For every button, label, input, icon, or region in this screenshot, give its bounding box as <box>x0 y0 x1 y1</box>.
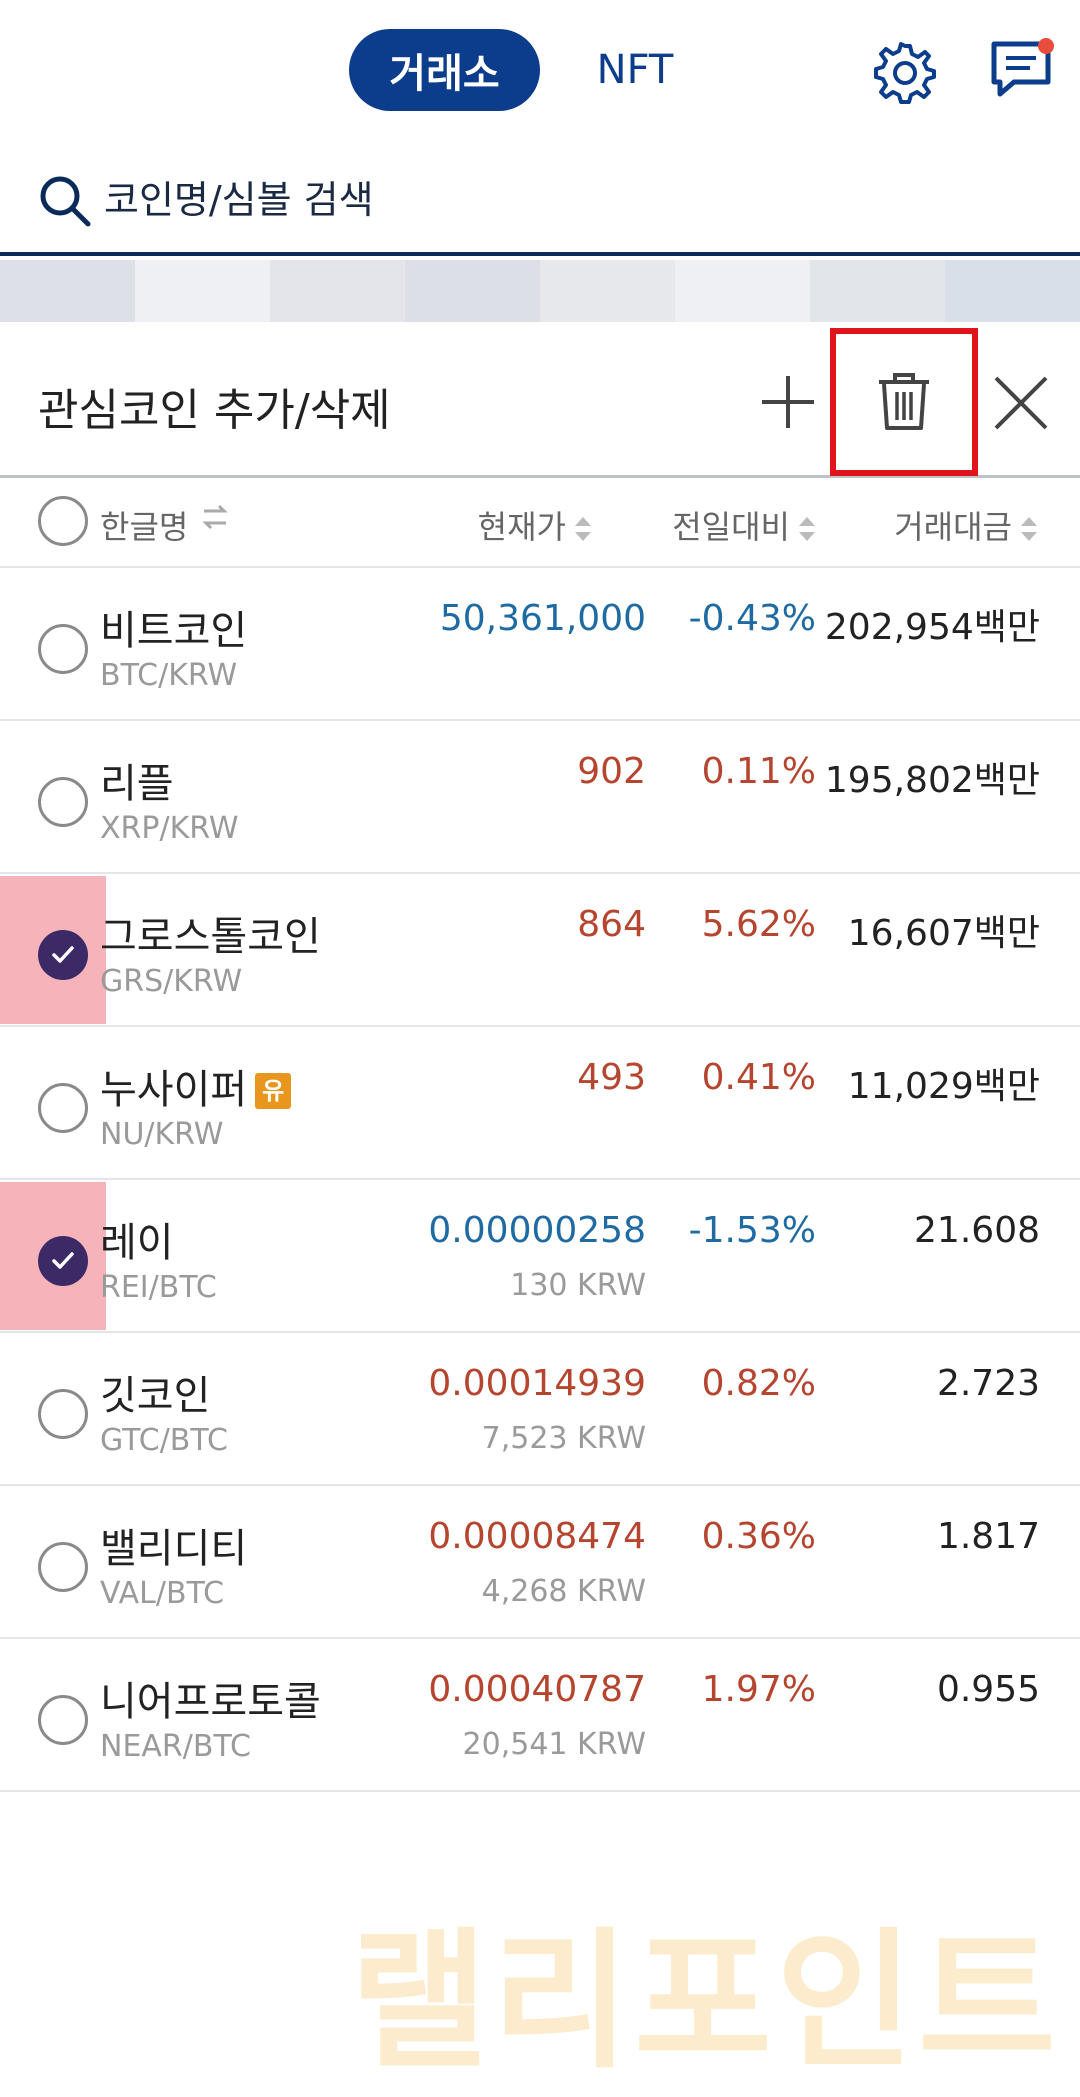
swap-icon[interactable] <box>200 502 230 532</box>
coin-name: 니어프로토콜 <box>100 1679 321 1725</box>
watermark-logo: 랠리포인트 <box>350 1915 1061 2089</box>
coin-row[interactable]: 누사이퍼 유 NU/KRW 493 0.41% 11,029백만 <box>0 1027 1080 1180</box>
column-name[interactable]: 한글명 <box>100 508 189 546</box>
row-checkbox[interactable] <box>38 1083 88 1133</box>
coin-row[interactable]: 그로스톨코인 GRS/KRW 864 5.62% 16,607백만 <box>0 874 1080 1027</box>
search-icon <box>40 176 91 227</box>
coin-row[interactable]: 깃코인 GTC/BTC 0.00014939 7,523 KRW 0.82% 2.723 <box>0 1333 1080 1486</box>
coin-row[interactable]: 비트코인 BTC/KRW 50,361,000 -0.43% 202,954백만 <box>0 568 1080 721</box>
krw-price: 130 KRW <box>510 1268 646 1303</box>
coin-row[interactable]: 니어프로토콜 NEAR/BTC 0.00040787 20,541 KRW 1.97% 0… <box>0 1639 1080 1792</box>
change-percent: 0.36% <box>701 1516 816 1557</box>
coin-name: 누사이퍼 유 <box>100 1057 292 1115</box>
change-percent: -1.53% <box>688 1210 816 1251</box>
krw-price: 4,268 KRW <box>481 1574 646 1609</box>
column-change[interactable]: 전일대비 <box>672 502 818 548</box>
close-icon[interactable] <box>990 372 1052 434</box>
row-checkbox[interactable] <box>38 1695 88 1745</box>
coin-name: 밸리디티 <box>100 1526 248 1572</box>
sort-icon <box>1021 517 1037 541</box>
trade-volume: 2.723 <box>936 1363 1040 1404</box>
coin-symbol: GTC/BTC <box>100 1423 228 1458</box>
krw-price: 7,523 KRW <box>481 1421 646 1456</box>
trade-volume: 202,954백만 <box>824 607 1040 648</box>
coin-symbol: VAL/BTC <box>100 1576 225 1611</box>
row-checkbox[interactable] <box>38 1236 88 1286</box>
check-icon <box>52 1252 74 1269</box>
coin-row[interactable]: 밸리디티 VAL/BTC 0.00008474 4,268 KRW 0.36% 1.817 <box>0 1486 1080 1639</box>
coin-name: 그로스톨코인 <box>100 914 321 960</box>
change-percent: 1.97% <box>701 1669 816 1710</box>
trade-volume: 16,607백만 <box>847 913 1040 954</box>
coin-symbol: REI/BTC <box>100 1270 217 1305</box>
current-price: 50,361,000 <box>439 598 646 639</box>
current-price: 0.00000258 <box>428 1210 646 1251</box>
coin-name: 리플 <box>100 761 174 807</box>
coin-symbol: BTC/KRW <box>100 658 238 693</box>
trade-volume: 21.608 <box>914 1210 1040 1251</box>
trade-volume: 11,029백만 <box>847 1066 1040 1107</box>
row-checkbox[interactable] <box>38 930 88 980</box>
change-percent: 0.11% <box>701 751 816 792</box>
row-checkbox[interactable] <box>38 1389 88 1439</box>
coin-row[interactable]: 레이 REI/BTC 0.00000258 130 KRW -1.53% 21.608 <box>0 1180 1080 1333</box>
blurred-ticker-strip <box>0 260 1080 322</box>
column-volume[interactable]: 거래대금 <box>894 502 1040 548</box>
tab-exchange[interactable]: 거래소 <box>349 29 540 111</box>
current-price: 0.00008474 <box>428 1516 646 1557</box>
sort-icon <box>799 517 815 541</box>
highlight-box <box>830 328 978 476</box>
trade-volume: 195,802백만 <box>824 760 1040 801</box>
panel-title: 관심코인 추가/삭제 <box>38 385 391 436</box>
change-percent: 5.62% <box>701 904 816 945</box>
current-price: 493 <box>577 1057 646 1098</box>
coin-symbol: NU/KRW <box>100 1117 224 1152</box>
row-checkbox[interactable] <box>38 777 88 827</box>
column-price[interactable]: 현재가 <box>478 502 594 548</box>
trade-volume: 0.955 <box>936 1669 1040 1710</box>
coin-symbol: XRP/KRW <box>100 811 239 846</box>
top-bar: 거래소 NFT <box>0 0 1080 140</box>
trash-icon[interactable] <box>875 370 933 432</box>
tab-nft[interactable]: NFT <box>596 47 674 93</box>
row-checkbox[interactable] <box>38 1542 88 1592</box>
caution-badge: 유 <box>255 1073 292 1109</box>
coin-symbol: GRS/KRW <box>100 964 243 999</box>
coin-name: 비트코인 <box>100 608 248 654</box>
row-checkbox[interactable] <box>38 624 88 674</box>
current-price: 0.00040787 <box>428 1669 646 1710</box>
change-percent: 0.41% <box>701 1057 816 1098</box>
sort-icon <box>575 517 591 541</box>
notification-dot <box>1038 38 1054 54</box>
current-price: 0.00014939 <box>428 1363 646 1404</box>
current-price: 864 <box>577 904 646 945</box>
trade-volume: 1.817 <box>936 1516 1040 1557</box>
krw-price: 20,541 KRW <box>462 1727 646 1762</box>
coin-symbol: NEAR/BTC <box>100 1729 251 1764</box>
change-percent: -0.43% <box>688 598 816 639</box>
coin-name: 레이 <box>100 1220 174 1266</box>
gear-icon[interactable] <box>872 40 938 106</box>
check-icon <box>52 946 74 963</box>
coin-name: 깃코인 <box>100 1373 211 1419</box>
change-percent: 0.82% <box>701 1363 816 1404</box>
search-input[interactable] <box>104 170 704 230</box>
watchlist-panel-header: 관심코인 추가/삭제 <box>0 322 1080 478</box>
plus-icon[interactable] <box>758 372 818 432</box>
column-header: 한글명 현재가 전일대비 거래대금 <box>0 478 1080 568</box>
current-price: 902 <box>577 751 646 792</box>
coin-row[interactable]: 리플 XRP/KRW 902 0.11% 195,802백만 <box>0 721 1080 874</box>
select-all-checkbox[interactable] <box>38 496 88 546</box>
search-bar <box>0 150 1080 256</box>
